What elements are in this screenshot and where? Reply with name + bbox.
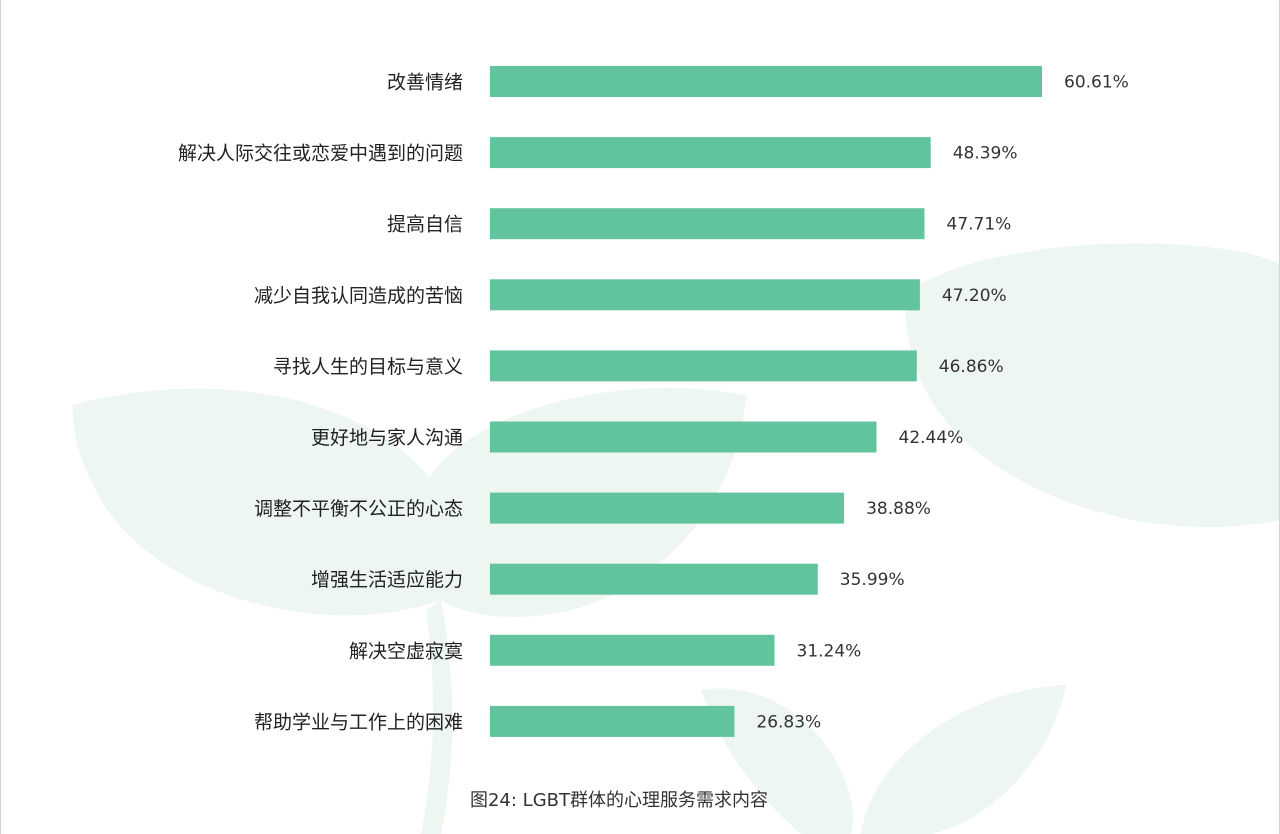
- bar: [490, 563, 818, 595]
- bar: [490, 66, 1042, 97]
- leaf-shape-right: [905, 243, 1279, 527]
- bar-row: 减少自我认同造成的苦恼 47.20%: [254, 279, 1007, 311]
- category-label: 解决人际交往或恋爱中遇到的问题: [178, 143, 463, 165]
- category-label: 更好地与家人沟通: [311, 427, 463, 449]
- bar: [490, 208, 925, 240]
- value-label: 47.20%: [942, 286, 1007, 306]
- value-label: 47.71%: [947, 215, 1012, 235]
- bar-row: 解决人际交往或恋爱中遇到的问题 48.39%: [178, 137, 1018, 169]
- leaf-shape-left: [72, 388, 463, 616]
- bar-row: 更好地与家人沟通 42.44%: [311, 421, 964, 453]
- value-label: 26.83%: [756, 712, 821, 732]
- bar: [490, 137, 931, 169]
- category-label: 解决空虚寂寞: [349, 640, 463, 662]
- category-label: 寻找人生的目标与意义: [273, 356, 463, 378]
- value-label: 38.88%: [866, 499, 931, 519]
- bar-row: 帮助学业与工作上的困难 26.83%: [254, 705, 821, 737]
- value-label: 35.99%: [840, 570, 905, 590]
- category-label: 帮助学业与工作上的困难: [254, 711, 463, 733]
- category-label: 提高自信: [387, 214, 463, 236]
- category-label: 调整不平衡不公正的心态: [254, 498, 463, 520]
- leaf-shape-bottom-right: [861, 685, 1066, 834]
- bar-row: 增强生活适应能力 35.99%: [311, 563, 905, 595]
- category-label: 改善情绪: [387, 72, 463, 94]
- value-label: 31.24%: [797, 641, 862, 661]
- category-label: 减少自我认同造成的苦恼: [254, 285, 463, 307]
- bar: [490, 421, 877, 453]
- background-leaves-decoration: [72, 243, 1279, 834]
- bar-row: 调整不平衡不公正的心态 38.88%: [254, 492, 931, 524]
- category-label: 增强生活适应能力: [311, 569, 463, 591]
- bar: [490, 350, 917, 382]
- bar: [490, 492, 845, 524]
- value-label: 48.39%: [953, 144, 1018, 164]
- figure-caption: 图24: LGBT群体的心理服务需求内容: [470, 790, 768, 811]
- bar: [490, 279, 920, 311]
- leaf-shape-bottom-left: [701, 688, 854, 834]
- value-label: 42.44%: [899, 428, 964, 448]
- value-label: 60.61%: [1064, 73, 1129, 93]
- bar-row: 提高自信 47.71%: [387, 208, 1012, 240]
- leaf-stem: [421, 600, 453, 834]
- bar: [490, 634, 775, 666]
- bar-row: 改善情绪 60.61%: [387, 66, 1129, 97]
- bar: [490, 705, 735, 737]
- bar-row: 解决空虚寂寞 31.24%: [349, 634, 862, 666]
- value-label: 46.86%: [939, 357, 1004, 377]
- bars-layer: 改善情绪 60.61% 解决人际交往或恋爱中遇到的问题 48.39% 提高自信 47.71…: [178, 66, 1129, 737]
- bar-row: 寻找人生的目标与意义 46.86%: [273, 350, 1004, 382]
